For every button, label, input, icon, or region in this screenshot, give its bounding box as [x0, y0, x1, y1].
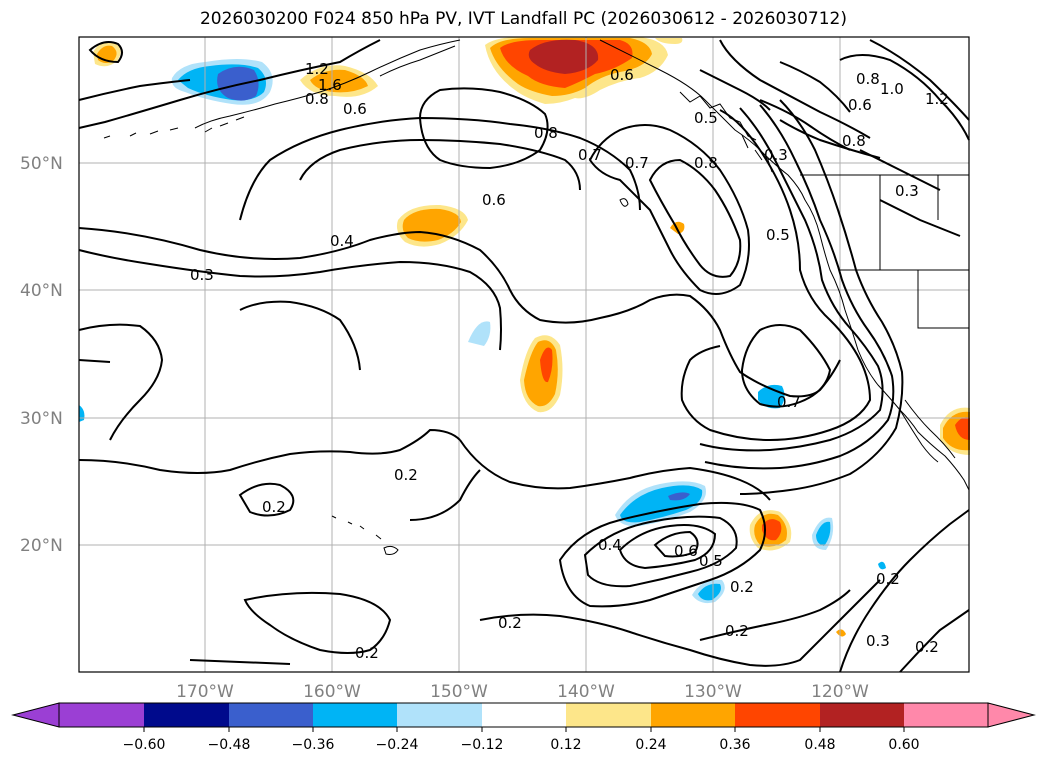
contour-label: 1.6: [318, 76, 342, 94]
contour-label: 0.8: [534, 124, 558, 142]
contour-label: 0.8: [694, 154, 718, 172]
contour-label: 0.6: [482, 191, 506, 209]
colorbar-cell: [651, 703, 735, 727]
contour-labels: 1.2 1.6 0.8 0.6 0.8 0.7 0.7 0.8 0.6 0.6 …: [190, 60, 949, 662]
colorbar-tick-label: 0.24: [635, 737, 666, 753]
contour-label: 0.8: [856, 70, 880, 88]
colorbar-tick-label: −0.48: [208, 737, 251, 753]
contour-label: 0.4: [330, 232, 354, 250]
contour-label: 0.2: [915, 638, 939, 656]
colorbar-cell: [566, 703, 651, 727]
colorbar-cell: [820, 703, 904, 727]
contour-label: 0.2: [394, 466, 418, 484]
colorbar-cell: [229, 703, 313, 727]
contour-label: 0.2: [355, 644, 379, 662]
contour-label: 0.8: [305, 90, 329, 108]
contour-label: 0.2: [262, 498, 286, 516]
colorbar-extend-high: [987, 702, 1036, 728]
longitude-labels: 170°W 160°W 150°W 140°W 130°W 120°W: [176, 682, 869, 702]
colorbar-cell: [482, 703, 566, 727]
colorbar-tick-label: −0.60: [123, 737, 166, 753]
contour-label: 0.5: [694, 109, 718, 127]
lon-label: 130°W: [684, 682, 742, 702]
contour-label: 0.2: [725, 622, 749, 640]
figure-title: 2026030200 F024 850 hPa PV, IVT Landfall…: [199, 9, 847, 29]
colorbar-cell: [397, 703, 482, 727]
lon-label: 120°W: [811, 682, 869, 702]
lon-label: 170°W: [176, 682, 234, 702]
contour-label: 0.5: [699, 552, 723, 570]
contour-label: 1.2: [305, 60, 329, 78]
pv-contours: [78, 39, 970, 673]
colorbar-tick-label: 0.60: [888, 737, 919, 753]
map-frame: [78, 36, 970, 673]
lon-label: 150°W: [430, 682, 488, 702]
contour-label: 0.4: [598, 536, 622, 554]
map-panel: 1.2 1.6 0.8 0.6 0.8 0.7 0.7 0.8 0.6 0.6 …: [78, 36, 970, 673]
lat-label: 30°N: [20, 409, 63, 429]
contour-label: 0.7: [777, 393, 801, 411]
contour-label: 0.6: [343, 100, 367, 118]
colorbar-tick-label: 0.12: [550, 737, 581, 753]
colorbar-tick-label: −0.24: [376, 737, 419, 753]
contour-label: 0.6: [610, 66, 634, 84]
colorbar-frame: [58, 702, 989, 728]
contour-label: 0.3: [190, 266, 214, 284]
lat-label: 40°N: [20, 281, 63, 301]
contour-label: 0.7: [625, 154, 649, 172]
lat-label: 50°N: [20, 154, 63, 174]
contour-label: 1.0: [880, 80, 904, 98]
contour-label: 0.6: [674, 542, 698, 560]
colorbar-cell: [735, 703, 820, 727]
colorbar: −0.60 −0.48 −0.36 −0.24 −0.12 0.12 0.24 …: [11, 702, 1036, 753]
contour-label: 0.3: [866, 632, 890, 650]
contour-label: 0.5: [766, 226, 790, 244]
anomaly-fill-layer: [79, 37, 970, 637]
contour-label: 0.8: [842, 132, 866, 150]
contour-label: 0.2: [730, 578, 754, 596]
contour-label: 0.6: [848, 96, 872, 114]
colorbar-tick-label: 0.36: [719, 737, 750, 753]
contour-label: 1.2: [925, 90, 949, 108]
colorbar-tick-label: −0.12: [461, 737, 504, 753]
colorbar-tick-label: 0.48: [804, 737, 835, 753]
colorbar-ticks: [143, 727, 905, 732]
colorbar-extend-low: [11, 702, 60, 728]
colorbar-tick-label: −0.36: [292, 737, 335, 753]
lon-label: 140°W: [557, 682, 615, 702]
colorbar-cell: [144, 703, 229, 727]
colorbar-cell: [59, 703, 144, 727]
contour-label: 0.3: [895, 182, 919, 200]
latitude-labels: 50°N 40°N 30°N 20°N: [20, 154, 63, 556]
lon-label: 160°W: [303, 682, 361, 702]
contour-label: 0.7: [578, 146, 602, 164]
coastlines: [103, 39, 970, 555]
contour-label: 0.2: [498, 614, 522, 632]
colorbar-cell: [904, 703, 988, 727]
contour-label: 0.2: [876, 570, 900, 588]
contour-label: 0.3: [764, 146, 788, 164]
lat-label: 20°N: [20, 536, 63, 556]
colorbar-cell: [313, 703, 397, 727]
